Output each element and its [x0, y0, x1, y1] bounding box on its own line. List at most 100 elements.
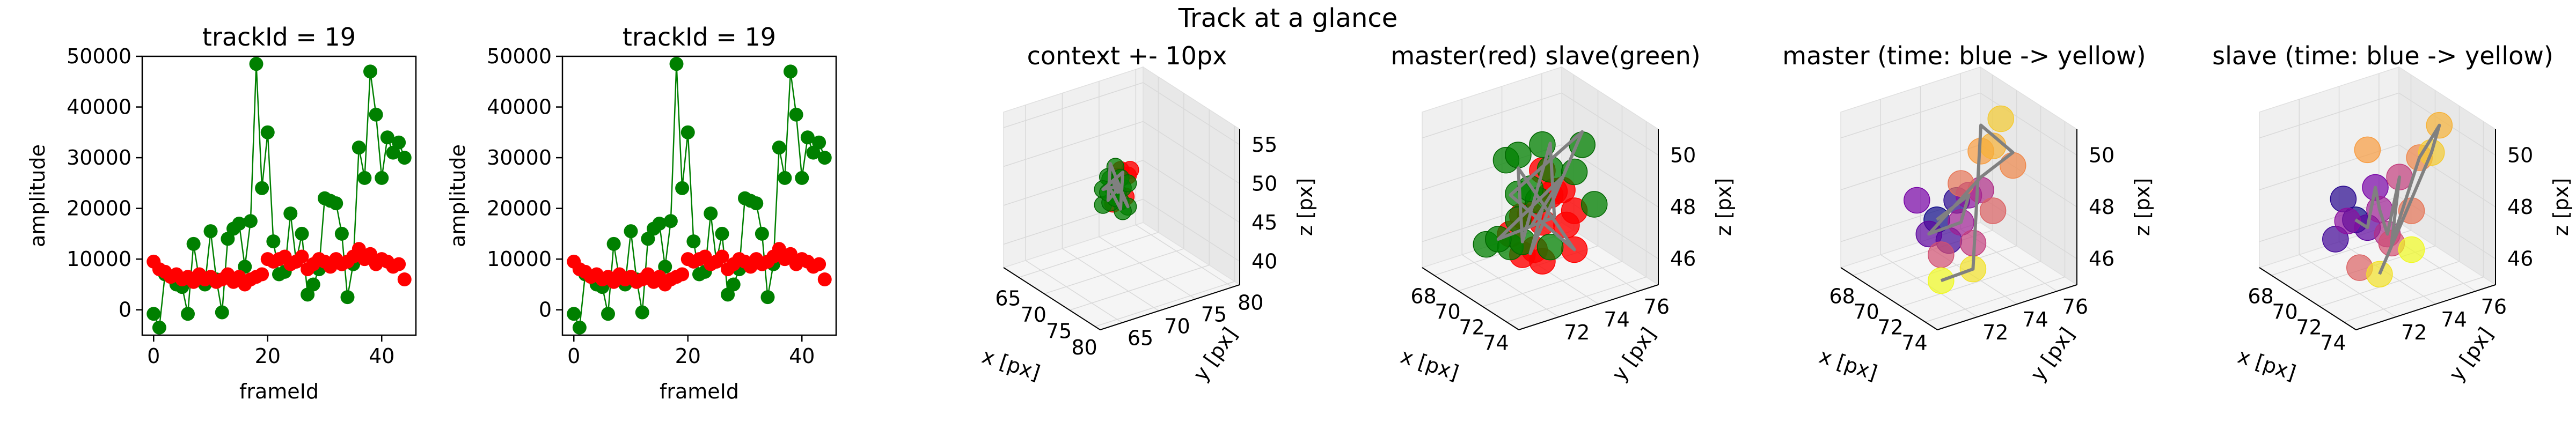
- x-axis-label: x [px]: [2235, 344, 2299, 385]
- data-point: [812, 257, 826, 271]
- data-point: [749, 196, 764, 211]
- data-point: [652, 217, 667, 231]
- grid-line: [1143, 160, 1240, 223]
- x-tick-label: 0: [147, 344, 160, 368]
- data-point: [392, 135, 406, 150]
- data-point: [375, 171, 389, 185]
- grid-line: [1561, 92, 1659, 156]
- grid-line: [1461, 254, 1559, 317]
- y-tick-label: 72: [1564, 321, 1590, 344]
- data-point: [772, 242, 786, 256]
- data-point: [789, 107, 803, 122]
- figure-suptitle: Track at a glance: [1178, 3, 1398, 33]
- data-point: [800, 130, 815, 145]
- y-tick-label: 40000: [487, 95, 552, 119]
- data-point: [283, 206, 298, 221]
- data-point: [181, 307, 195, 321]
- data-point: [386, 145, 400, 160]
- data-point: [329, 196, 343, 211]
- slave-point: [1505, 142, 1532, 168]
- x-tick-label: 70: [1853, 300, 1879, 324]
- y-tick-label: 74: [1604, 308, 1629, 331]
- data-point: [817, 151, 832, 165]
- data-point: [572, 320, 587, 335]
- grid-line: [1422, 92, 1562, 139]
- z-tick-label: 45: [1252, 211, 1277, 234]
- data-point: [669, 57, 684, 71]
- x-axis-label: x [px]: [1398, 344, 1462, 385]
- x-tick-label: 72: [1877, 316, 1903, 339]
- x-axis-label: x [px]: [979, 344, 1043, 385]
- x-axis-line: [1840, 267, 1938, 330]
- x-tick-label: 74: [2320, 331, 2346, 355]
- data-point: [760, 290, 775, 305]
- time-point: [1928, 267, 1955, 294]
- time-point: [1999, 152, 2026, 179]
- z-tick-label: 50: [2507, 143, 2533, 167]
- x-axis-label: frameId: [660, 380, 739, 403]
- data-point: [397, 272, 412, 286]
- y-tick-label: 0: [119, 298, 131, 322]
- y-tick-label: 72: [1982, 321, 2008, 344]
- data-point: [715, 249, 729, 264]
- grid-line: [2319, 261, 2460, 307]
- data-point: [635, 305, 649, 320]
- x-axis-line: [1003, 267, 1101, 330]
- x-axis-line: [2259, 267, 2357, 330]
- y-tick-label: 74: [2441, 308, 2467, 331]
- y-tick-label: 65: [1128, 327, 1153, 350]
- data-point: [357, 171, 372, 185]
- y-tick-label: 50000: [487, 45, 552, 68]
- data-point: [721, 287, 735, 302]
- y-axis-label: y [px]: [2445, 323, 2498, 386]
- data-point: [784, 247, 797, 261]
- data-point: [255, 267, 269, 282]
- z-tick-label: 46: [2507, 247, 2533, 271]
- data-point: [715, 226, 729, 241]
- data-point: [567, 307, 581, 321]
- data-point: [624, 224, 638, 239]
- grid-line: [1025, 260, 1123, 323]
- grid-line: [1062, 248, 1159, 312]
- x-tick-label: 20: [255, 344, 281, 368]
- chart-title: master (time: blue -> yellow): [1782, 41, 2146, 70]
- y-tick-label: 80: [1238, 291, 1263, 314]
- grid-line: [1044, 248, 1184, 294]
- data-point: [334, 226, 349, 241]
- trajectory-line: [2354, 123, 2441, 275]
- grid-line: [1980, 92, 2077, 156]
- data-point: [363, 64, 377, 79]
- data-point: [363, 247, 377, 261]
- amplitude-chart-1: 0 20 40 0 10000 20000 30000 40000 50000 trackId =…: [26, 23, 417, 403]
- data-point: [266, 234, 281, 249]
- grid-line: [1095, 281, 1235, 327]
- y-axis-label: amplitude: [26, 144, 49, 247]
- trajectory-line: [1496, 130, 1584, 255]
- y-tick-label: 74: [2022, 308, 2048, 331]
- x-tick-label: 70: [1021, 303, 1046, 327]
- y-tick-label: 72: [2401, 321, 2427, 344]
- y-tick-label: 76: [2062, 295, 2088, 319]
- grid-line: [1840, 144, 1981, 190]
- grid-line: [1840, 92, 1981, 139]
- x-tick-label: 68: [2248, 285, 2273, 308]
- grid-line: [1135, 224, 1233, 288]
- data-point: [301, 287, 315, 302]
- data-point: [260, 125, 275, 139]
- y-tick-label: 10000: [67, 247, 131, 271]
- data-point: [755, 226, 769, 241]
- grid-line: [1143, 198, 1240, 262]
- x-axis-label: frameId: [239, 380, 319, 403]
- data-point: [295, 226, 309, 241]
- axes-frame: [561, 55, 837, 336]
- z-axis-label: z [px]: [1293, 178, 1317, 236]
- data-point: [680, 125, 695, 139]
- data-point: [686, 234, 701, 249]
- y-axis-label: y [px]: [2026, 323, 2080, 386]
- time-point: [1948, 170, 1974, 197]
- time-point: [2330, 186, 2357, 212]
- data-point: [795, 171, 809, 185]
- y-tick-label: 20000: [487, 197, 552, 220]
- x-tick-label: 75: [1046, 319, 1072, 343]
